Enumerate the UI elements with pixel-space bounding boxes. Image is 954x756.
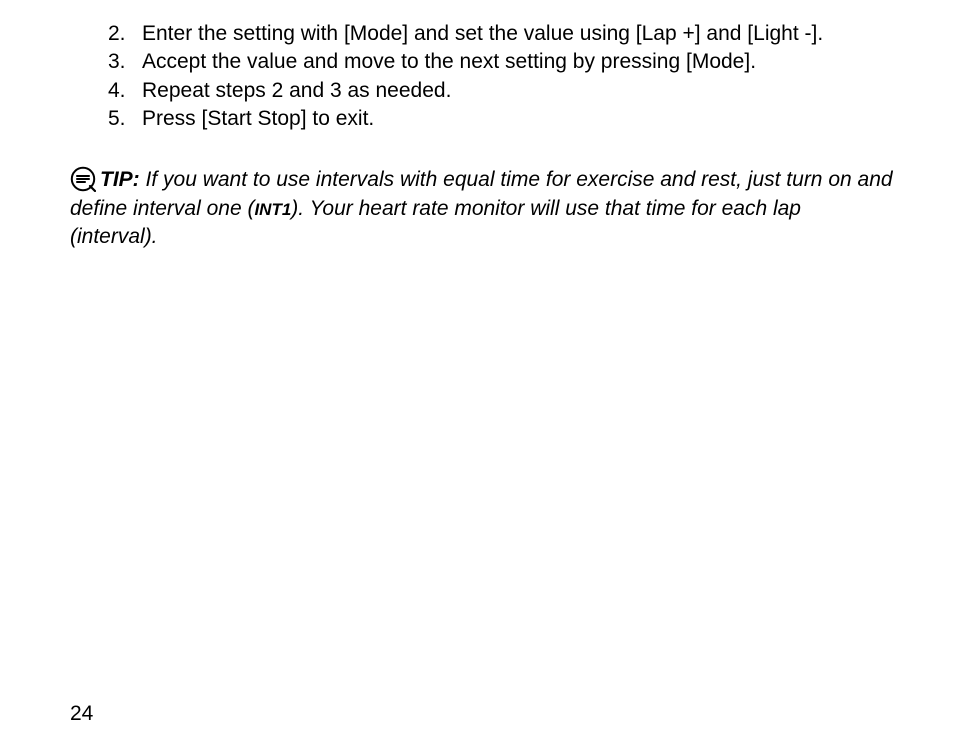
tip-icon (70, 166, 96, 192)
tip-int-label: INT1 (254, 200, 291, 219)
step-text: Accept the value and move to the next se… (142, 50, 756, 73)
step-number: 5. (108, 105, 134, 132)
list-item: 4. Repeat steps 2 and 3 as needed. (108, 77, 894, 104)
tip-paragraph: TIP: If you want to use intervals with e… (70, 166, 894, 251)
list-item: 3. Accept the value and move to the next… (108, 48, 894, 75)
list-item: 5. Press [Start Stop] to exit. (108, 105, 894, 132)
page-number: 24 (70, 702, 93, 726)
step-number: 2. (108, 20, 134, 47)
list-item: 2. Enter the setting with [Mode] and set… (108, 20, 894, 47)
step-text: Enter the setting with [Mode] and set th… (142, 22, 823, 45)
manual-page: 2. Enter the setting with [Mode] and set… (0, 0, 954, 756)
step-number: 4. (108, 77, 134, 104)
step-number: 3. (108, 48, 134, 75)
step-text: Repeat steps 2 and 3 as needed. (142, 79, 451, 102)
instruction-list: 2. Enter the setting with [Mode] and set… (108, 20, 894, 132)
step-text: Press [Start Stop] to exit. (142, 107, 374, 130)
tip-label: TIP: (100, 168, 140, 191)
